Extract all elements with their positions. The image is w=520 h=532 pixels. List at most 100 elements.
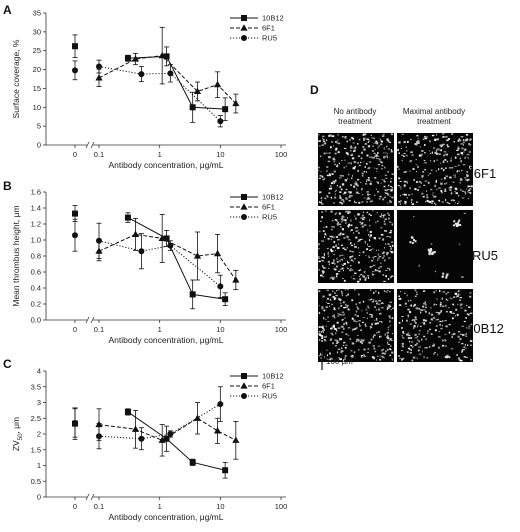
platelet-speck — [459, 170, 460, 172]
data-point — [232, 436, 240, 443]
platelet-speck — [390, 149, 392, 152]
y-axis-label: Mean thrombus height, μm — [11, 205, 21, 306]
platelet-speck — [318, 333, 320, 335]
platelet-speck — [362, 146, 365, 148]
platelet-speck — [344, 356, 346, 359]
platelet-speck — [415, 316, 417, 319]
col-header-treated-1: Maximal antibody — [403, 107, 465, 116]
platelet-speck — [433, 202, 436, 204]
platelet-speck — [459, 243, 461, 246]
platelet-speck — [340, 302, 342, 304]
platelet-speck — [331, 235, 334, 238]
platelet-speck — [463, 139, 465, 142]
platelet-speck — [389, 301, 392, 303]
platelet-speck — [333, 297, 337, 300]
platelet-speck — [389, 180, 392, 183]
platelet-speck — [410, 199, 413, 201]
platelet-speck — [341, 319, 343, 321]
platelet-speck — [401, 154, 404, 156]
platelet-speck — [339, 358, 342, 361]
platelet-speck — [416, 201, 418, 203]
platelet-speck — [338, 233, 341, 236]
platelet-speck — [463, 320, 466, 322]
platelet-speck — [348, 309, 351, 311]
platelet-speck — [343, 307, 346, 309]
data-point — [222, 296, 229, 303]
data-point — [163, 435, 170, 442]
platelet-speck — [415, 319, 417, 321]
platelet-speck — [389, 249, 391, 251]
platelet-speck — [333, 160, 336, 162]
platelet-speck — [432, 192, 434, 194]
platelet-speck — [322, 272, 324, 274]
platelet-speck — [340, 218, 344, 221]
platelet-speck — [352, 255, 354, 258]
platelet-speck — [391, 317, 394, 319]
platelet-speck — [326, 354, 328, 357]
platelet-speck — [341, 233, 345, 236]
platelet-speck — [322, 295, 325, 298]
platelet-speck — [414, 289, 417, 292]
platelet-speck — [417, 324, 419, 326]
series-line — [98, 240, 221, 287]
platelet-speck — [342, 247, 345, 249]
platelet-speck — [445, 175, 449, 178]
platelet-speck — [401, 335, 404, 337]
platelet-speck — [337, 313, 340, 315]
platelet-speck — [405, 306, 407, 307]
platelet-speck — [383, 223, 387, 225]
platelet-speck — [468, 185, 471, 187]
platelet-speck — [424, 135, 426, 138]
platelet-speck — [371, 356, 375, 359]
platelet-speck — [398, 152, 400, 154]
platelet-speck — [390, 340, 393, 341]
platelet-speck — [378, 308, 380, 311]
platelet-speck — [346, 247, 348, 249]
platelet-speck — [433, 317, 435, 319]
platelet-speck — [358, 349, 360, 351]
platelet-speck — [378, 249, 380, 251]
platelet-speck — [467, 191, 470, 193]
platelet-speck — [343, 262, 346, 265]
platelet-speck — [383, 280, 386, 282]
platelet-speck — [431, 134, 435, 137]
axis-break-mark — [85, 316, 90, 324]
platelet-speck — [420, 181, 422, 184]
platelet-speck — [398, 322, 401, 324]
platelet-speck — [373, 291, 375, 294]
platelet-speck — [409, 299, 412, 302]
platelet-speck — [459, 333, 463, 335]
platelet-speck — [376, 249, 377, 251]
data-point — [213, 427, 222, 434]
platelet-speck — [430, 160, 432, 162]
platelet-speck — [334, 339, 337, 341]
platelet-speck — [444, 183, 446, 185]
platelet-speck — [450, 157, 452, 160]
platelet-speck — [333, 259, 335, 262]
series-ru5 — [72, 218, 224, 299]
platelet-speck — [451, 191, 453, 194]
platelet-speck — [392, 307, 394, 309]
platelet-speck — [368, 213, 371, 216]
platelet-speck — [360, 161, 362, 164]
data-point — [72, 232, 78, 239]
platelet-speck — [404, 193, 407, 196]
platelet-speck — [359, 251, 361, 254]
legend-marker — [240, 24, 248, 31]
platelet-speck — [451, 133, 454, 135]
platelet-speck — [434, 184, 436, 187]
platelet-speck — [416, 335, 419, 338]
platelet-speck — [348, 196, 351, 199]
platelet-speck — [366, 191, 369, 193]
platelet-speck — [341, 254, 344, 256]
platelet-speck — [368, 245, 371, 247]
data-point — [72, 419, 78, 426]
platelet-speck — [441, 191, 443, 194]
platelet-speck — [466, 138, 469, 141]
platelet-speck — [367, 348, 370, 350]
platelet-speck — [445, 293, 448, 295]
platelet-speck — [351, 177, 353, 180]
legend-marker — [241, 35, 247, 41]
platelet-speck — [323, 270, 325, 273]
